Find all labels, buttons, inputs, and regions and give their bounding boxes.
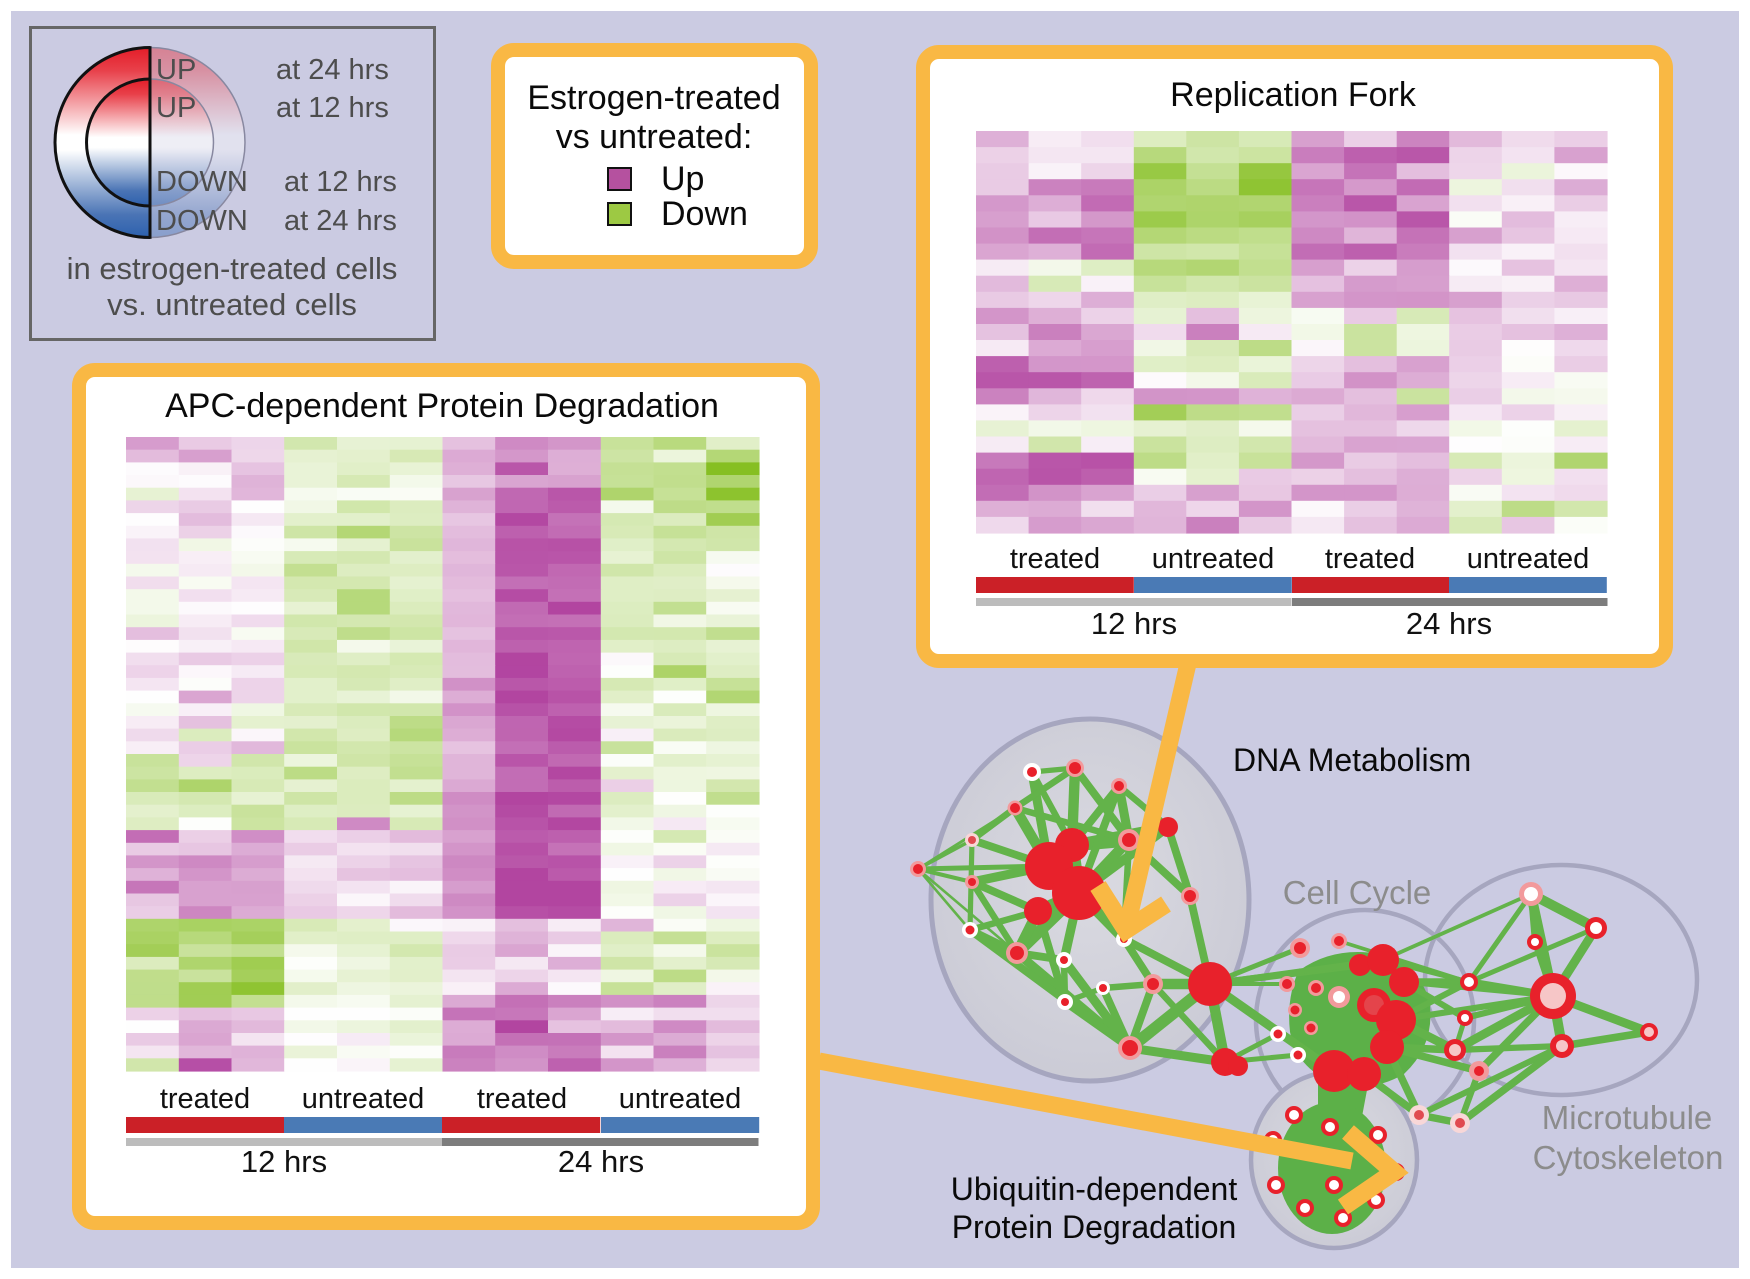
svg-text:vs untreated:: vs untreated: [556, 118, 753, 156]
svg-text:24 hrs: 24 hrs [558, 1144, 644, 1179]
svg-text:treated: treated [1325, 543, 1415, 575]
svg-text:untreated: untreated [1152, 543, 1275, 575]
svg-text:Down: Down [661, 195, 748, 233]
svg-text:Protein Degradation: Protein Degradation [952, 1209, 1237, 1245]
svg-text:vs. untreated cells: vs. untreated cells [107, 287, 357, 322]
svg-text:Microtubule: Microtubule [1542, 1099, 1713, 1136]
svg-text:at 12 hrs: at 12 hrs [284, 166, 397, 198]
svg-text:treated: treated [477, 1083, 567, 1115]
svg-text:Ubiquitin-dependent: Ubiquitin-dependent [951, 1171, 1238, 1207]
svg-text:untreated: untreated [302, 1083, 425, 1115]
svg-text:treated: treated [1010, 543, 1100, 575]
svg-text:12 hrs: 12 hrs [1091, 606, 1177, 641]
svg-text:UP: UP [156, 54, 196, 86]
svg-text:Estrogen-treated: Estrogen-treated [527, 79, 780, 117]
svg-text:at 24 hrs: at 24 hrs [276, 54, 389, 86]
svg-text:at 12 hrs: at 12 hrs [276, 92, 389, 124]
svg-text:Replication Fork: Replication Fork [1170, 76, 1417, 114]
svg-text:at 24 hrs: at 24 hrs [284, 205, 397, 237]
svg-text:Cytoskeleton: Cytoskeleton [1533, 1139, 1724, 1176]
svg-text:untreated: untreated [619, 1083, 742, 1115]
svg-text:DOWN: DOWN [156, 166, 248, 198]
svg-text:APC-dependent Protein Degradat: APC-dependent Protein Degradation [165, 387, 719, 425]
svg-text:DOWN: DOWN [156, 205, 248, 237]
svg-text:24 hrs: 24 hrs [1406, 606, 1492, 641]
svg-text:12 hrs: 12 hrs [241, 1144, 327, 1179]
svg-text:UP: UP [156, 92, 196, 124]
svg-text:in estrogen-treated cells: in estrogen-treated cells [67, 251, 398, 286]
svg-text:untreated: untreated [1467, 543, 1590, 575]
svg-text:treated: treated [160, 1083, 250, 1115]
svg-text:DNA Metabolism: DNA Metabolism [1233, 742, 1471, 778]
svg-text:Up: Up [661, 160, 704, 198]
svg-text:Cell Cycle: Cell Cycle [1283, 874, 1432, 911]
